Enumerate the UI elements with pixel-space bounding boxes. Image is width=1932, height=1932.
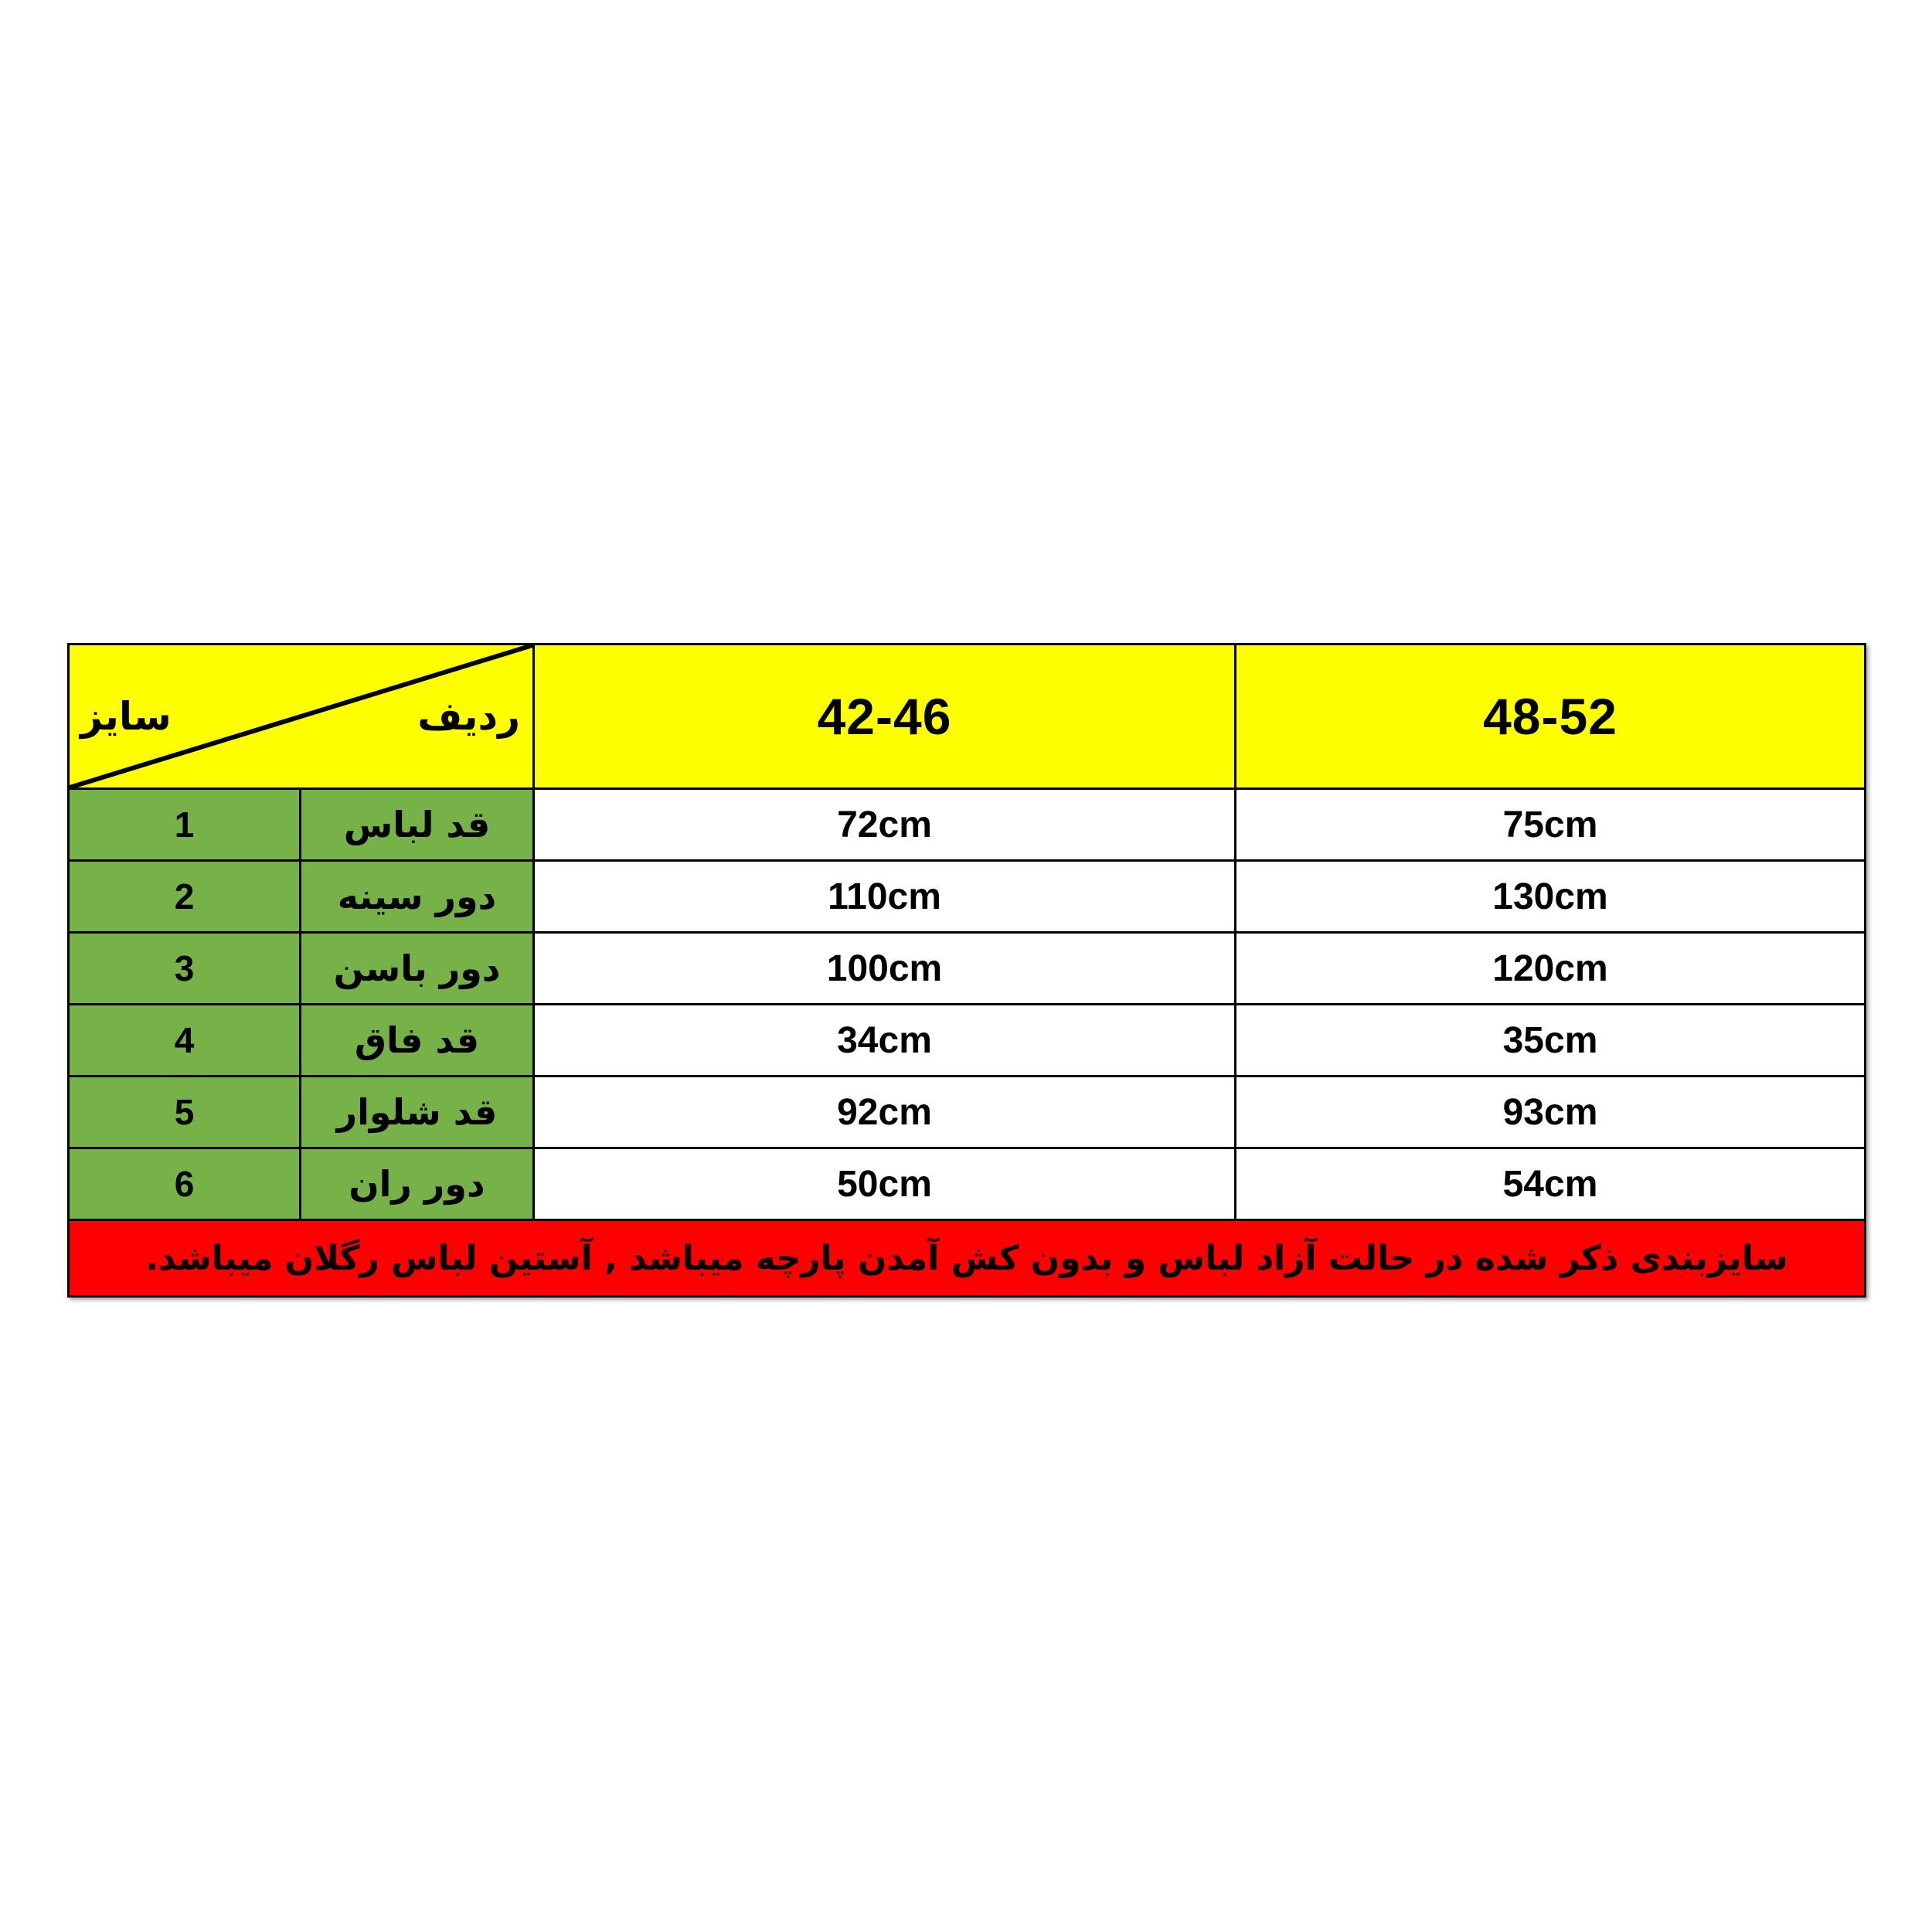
cell-48-52-row4: 35cm: [1234, 1003, 1866, 1077]
cell-42-46-row3: 100cm: [532, 931, 1236, 1005]
size-note-text: سایزبندی ذکر شده در حالت آزاد لباس و بدو…: [67, 1219, 1866, 1298]
table-note-row: سایزبندی ذکر شده در حالت آزاد لباس و بدو…: [67, 1219, 1866, 1298]
table-row: 35cm 34cm قد فاق 4: [67, 1003, 1866, 1077]
header-size-48-52: 48-52: [1234, 643, 1866, 790]
table-row: 130cm 110cm دور سینه 2: [67, 859, 1866, 934]
row-label-4: قد فاق: [299, 1003, 535, 1077]
header-corner-cell: سایز ردیف: [67, 643, 535, 790]
table-row: 75cm 72cm قد لباس 1: [67, 787, 1866, 862]
row-number-6: 6: [67, 1147, 301, 1221]
cell-48-52-row5: 93cm: [1234, 1075, 1866, 1149]
corner-inner: سایز ردیف: [70, 645, 532, 787]
corner-label-size: سایز: [80, 694, 172, 739]
table-row: 54cm 50cm دور ران 6: [67, 1147, 1866, 1221]
cell-42-46-row5: 92cm: [532, 1075, 1236, 1149]
cell-48-52-row2: 130cm: [1234, 859, 1866, 934]
row-number-3: 3: [67, 931, 301, 1005]
cell-48-52-row1: 75cm: [1234, 787, 1866, 862]
cell-48-52-row3: 120cm: [1234, 931, 1866, 1005]
row-number-2: 2: [67, 859, 301, 934]
table-row: 93cm 92cm قد شلوار 5: [67, 1075, 1866, 1149]
row-number-4: 4: [67, 1003, 301, 1077]
size-chart-table: 48-52 42-46 سایز ردیف 75cm 72cm قد لباس: [67, 643, 1866, 1298]
row-label-1: قد لباس: [299, 787, 535, 862]
diagonal-divider-icon: [70, 645, 532, 787]
corner-label-row: ردیف: [417, 694, 520, 739]
row-number-5: 5: [67, 1075, 301, 1149]
cell-42-46-row4: 34cm: [532, 1003, 1236, 1077]
cell-42-46-row2: 110cm: [532, 859, 1236, 934]
row-label-5: قد شلوار: [299, 1075, 535, 1149]
cell-42-46-row6: 50cm: [532, 1147, 1236, 1221]
row-number-1: 1: [67, 787, 301, 862]
cell-42-46-row1: 72cm: [532, 787, 1236, 862]
cell-48-52-row6: 54cm: [1234, 1147, 1866, 1221]
row-label-6: دور ران: [299, 1147, 535, 1221]
row-label-3: دور باسن: [299, 931, 535, 1005]
row-label-2: دور سینه: [299, 859, 535, 934]
header-size-42-46: 42-46: [532, 643, 1236, 790]
table-row: 120cm 100cm دور باسن 3: [67, 931, 1866, 1005]
table-header-row: 48-52 42-46 سایز ردیف: [67, 643, 1866, 790]
